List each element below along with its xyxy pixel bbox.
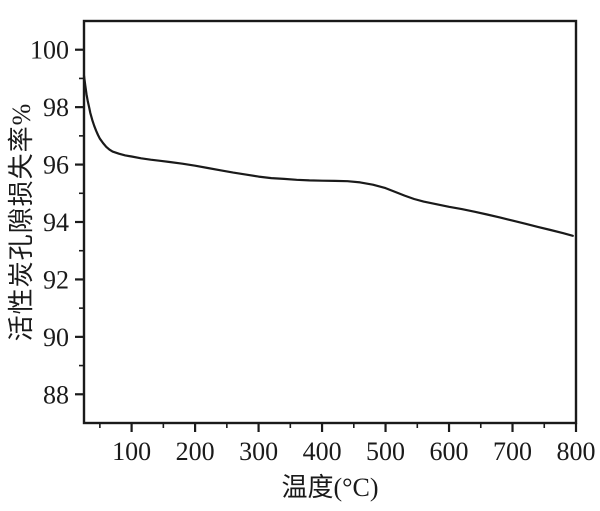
x-tick-label: 500 xyxy=(366,437,405,466)
x-tick-label: 400 xyxy=(303,437,342,466)
y-tick-label: 90 xyxy=(43,323,69,352)
plot-frame xyxy=(82,19,578,425)
x-tick-label: 100 xyxy=(112,437,151,466)
x-tick-label: 800 xyxy=(557,437,596,466)
x-tick-label: 600 xyxy=(430,437,469,466)
data-curve xyxy=(82,74,574,237)
x-axis-title: 温度(°C) xyxy=(281,473,378,502)
y-tick-label: 100 xyxy=(30,36,69,65)
y-axis-title: 活性炭孔隙损失率% xyxy=(7,103,36,342)
y-tick-label: 88 xyxy=(43,380,69,409)
y-tick-label: 94 xyxy=(43,208,69,237)
ticks-layer: 100 200 300 400 500 600 700 800 88 90 92 94 96 98 100 xyxy=(30,36,596,466)
y-tick-label: 92 xyxy=(43,265,69,294)
y-tick-label: 96 xyxy=(43,151,69,180)
x-tick-label: 200 xyxy=(176,437,215,466)
x-tick-label: 700 xyxy=(493,437,532,466)
y-tick-label: 98 xyxy=(43,93,69,122)
x-tick-label: 300 xyxy=(239,437,278,466)
